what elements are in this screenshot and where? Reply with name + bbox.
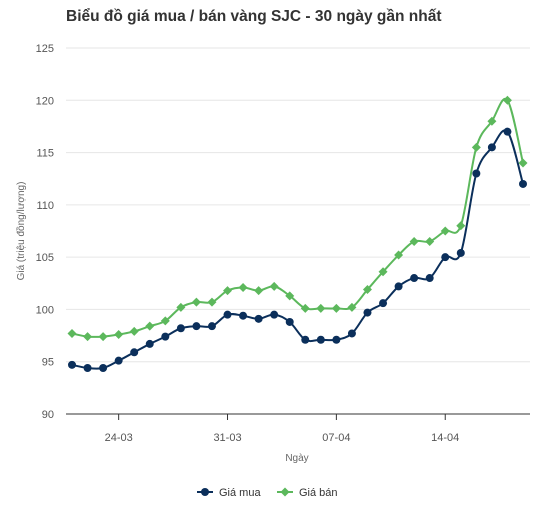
data-point-sell [362, 285, 372, 295]
legend-marker-sell [280, 487, 290, 497]
x-tick-label: 14-04 [431, 432, 459, 444]
series-line-sell [71, 97, 524, 338]
x-tick-label: 07-04 [322, 432, 350, 444]
data-point-sell [269, 281, 279, 291]
data-point-sell [145, 321, 155, 331]
x-tick-label: 24-03 [105, 432, 133, 444]
data-point-sell [487, 116, 497, 126]
series-line-buy [71, 129, 524, 370]
data-point-buy [347, 329, 356, 338]
data-point-buy [83, 363, 92, 372]
data-point-sell [331, 303, 341, 313]
data-point-sell [223, 286, 233, 296]
data-point-sell [394, 250, 404, 260]
data-point-buy [363, 308, 372, 317]
legend-label-buy: Giá mua [219, 487, 261, 499]
data-point-sell [409, 236, 419, 246]
legend-marker-buy [201, 488, 209, 496]
data-point-buy [239, 311, 248, 320]
data-point-buy [223, 310, 232, 319]
data-point-buy [472, 169, 481, 178]
series-buy [68, 127, 527, 372]
data-point-sell [207, 297, 217, 307]
data-point-sell [285, 291, 295, 301]
data-point-sell [440, 226, 450, 236]
data-point-sell [456, 221, 466, 231]
y-tick-label: 115 [36, 148, 54, 160]
chart-title: Biểu đồ giá mua / bán vàng SJC - 30 ngày… [66, 8, 442, 25]
y-axis-tick-labels: 90 95 100 105 110 115 120 125 [36, 43, 54, 421]
data-point-buy [410, 274, 419, 283]
data-point-buy [394, 282, 403, 291]
data-point-buy [316, 335, 325, 344]
data-point-buy [456, 248, 465, 257]
data-point-sell [176, 302, 186, 312]
gridlines [66, 47, 530, 363]
data-point-buy [270, 310, 279, 319]
y-tick-label: 110 [36, 200, 54, 212]
data-point-sell [300, 303, 310, 313]
data-point-buy [425, 274, 434, 283]
data-point-buy [487, 143, 496, 152]
data-point-sell [129, 326, 139, 336]
data-point-sell [378, 267, 388, 277]
x-axis-title: Ngày [285, 453, 308, 464]
x-axis-ticks: 24-03 31-03 07-04 14-04 [105, 414, 459, 444]
data-point-buy [301, 335, 310, 344]
legend: Giá mua Giá bán [197, 487, 338, 499]
y-tick-label: 90 [42, 409, 54, 421]
data-point-sell [67, 328, 77, 338]
data-point-buy [519, 179, 527, 188]
data-point-sell [83, 332, 93, 342]
data-point-buy [161, 332, 170, 341]
data-point-sell [471, 142, 481, 152]
data-point-sell [160, 316, 170, 326]
data-point-sell [502, 95, 512, 105]
data-point-sell [316, 303, 326, 313]
legend-label-sell: Giá bán [299, 487, 338, 499]
y-tick-label: 95 [42, 357, 54, 369]
data-point-sell [98, 332, 108, 342]
data-point-buy [379, 299, 388, 308]
data-point-buy [503, 127, 512, 136]
data-point-buy [145, 339, 154, 348]
series-group [67, 95, 528, 372]
data-point-sell [191, 297, 201, 307]
data-point-buy [130, 348, 139, 357]
data-point-buy [114, 356, 123, 365]
data-point-sell [238, 282, 248, 292]
data-point-sell [425, 236, 435, 246]
data-point-buy [207, 322, 216, 331]
data-point-sell [347, 302, 357, 312]
data-point-buy [176, 324, 185, 333]
data-point-sell [114, 330, 124, 340]
data-point-buy [68, 360, 76, 369]
y-tick-label: 125 [36, 43, 54, 55]
y-tick-label: 105 [36, 252, 54, 264]
data-point-buy [285, 317, 294, 326]
x-tick-label: 31-03 [213, 432, 241, 444]
y-tick-label: 100 [36, 304, 54, 316]
series-sell [67, 95, 528, 342]
data-point-buy [332, 335, 341, 344]
y-axis-title: Giá (triệu đồng/lượng) [15, 182, 27, 281]
y-tick-label: 120 [36, 95, 54, 107]
data-point-sell [254, 286, 264, 296]
data-point-buy [441, 253, 450, 262]
data-point-sell [518, 158, 528, 168]
data-point-buy [192, 322, 201, 331]
data-point-buy [99, 363, 108, 372]
data-point-buy [254, 314, 263, 323]
